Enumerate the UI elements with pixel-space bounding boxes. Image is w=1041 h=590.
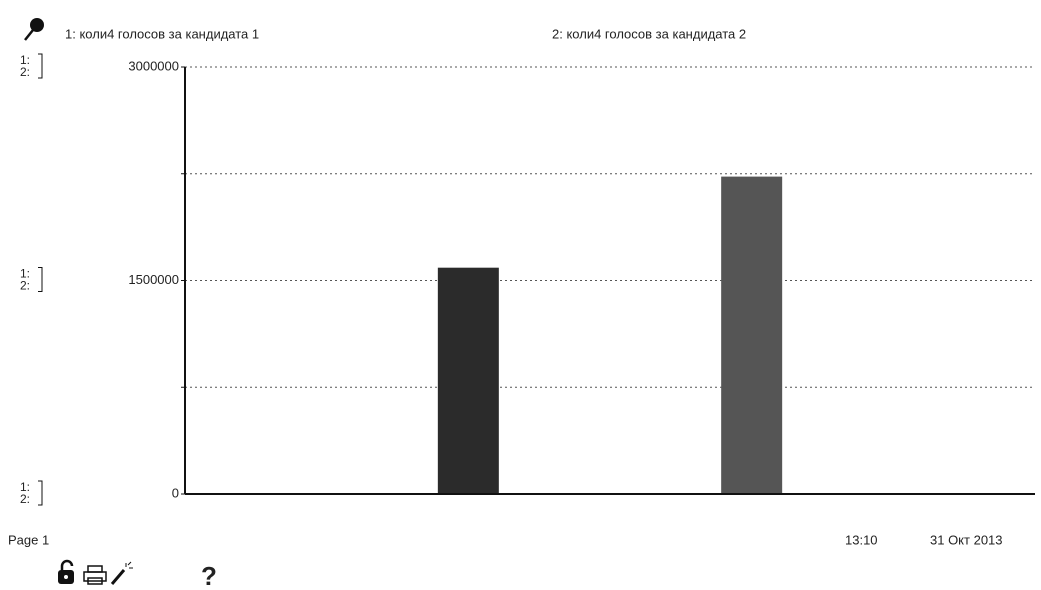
series-marker: 2: (20, 492, 30, 506)
print-icon[interactable] (83, 565, 107, 585)
series-marker: 1: (20, 53, 30, 67)
y-tick-label: 1500000 (128, 272, 179, 287)
pin-icon[interactable] (24, 18, 44, 41)
legend-entry: 2: коли4 голосов за кандидата 2 (552, 26, 746, 41)
help-button[interactable]: ? (201, 561, 217, 590)
bar (437, 267, 499, 494)
page-label: Page 1 (8, 532, 49, 547)
legend-entry: 1: коли4 голосов за кандидата 1 (65, 26, 259, 41)
y-tick-label: 3000000 (128, 58, 179, 73)
marker-bracket (38, 267, 43, 292)
series-marker: 1: (20, 267, 30, 281)
marker-bracket (38, 53, 43, 79)
lock-icon[interactable] (58, 559, 74, 584)
series-marker: 1: (20, 480, 30, 494)
y-tick-label: 0 (172, 485, 179, 500)
marker-bracket (38, 480, 43, 506)
series-marker: 2: (20, 65, 30, 79)
date: 31 Окт 2013 (930, 532, 1003, 547)
bar (721, 176, 783, 494)
series-marker: 2: (20, 279, 30, 293)
wand-icon[interactable] (110, 561, 133, 585)
time: 13:10 (845, 532, 878, 547)
